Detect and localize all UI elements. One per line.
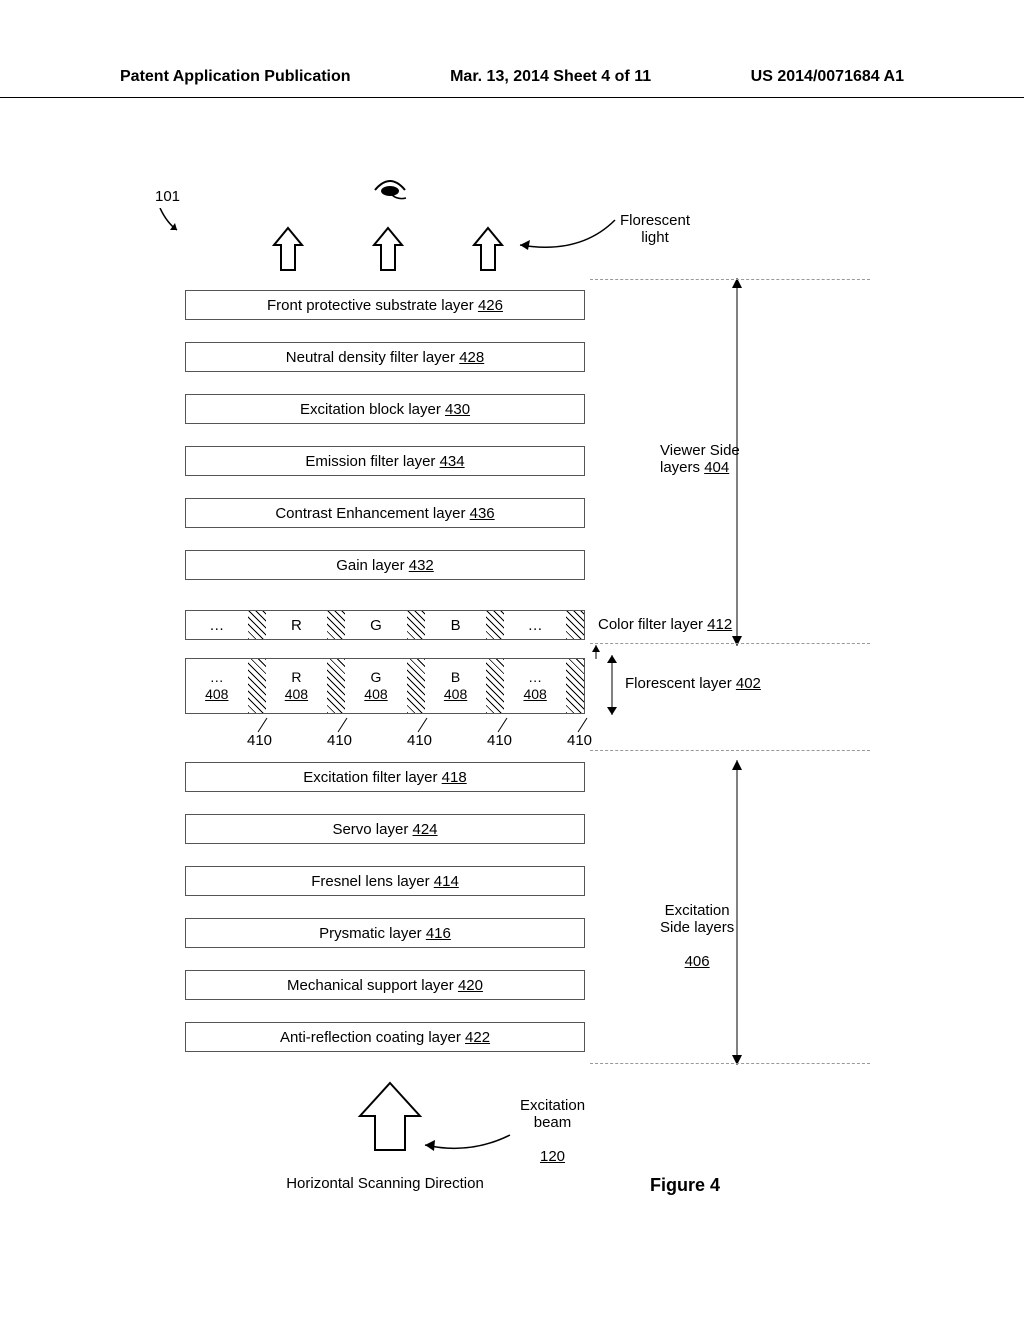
excitation-beam-text: Excitation beam — [520, 1097, 585, 1131]
light-block-region — [248, 611, 266, 639]
excitation-layer-box: Anti-reflection coating layer 422 — [185, 1022, 585, 1052]
excitation-layer-box: Servo layer 424 — [185, 814, 585, 844]
excitation-side-text: Excitation Side layers — [660, 902, 734, 936]
light-block-region — [407, 659, 425, 713]
up-arrow-1 — [270, 225, 306, 275]
viewer-side-num: 404 — [704, 459, 729, 476]
ref-410-leader — [575, 716, 595, 734]
light-block-region — [566, 659, 584, 713]
header-right: US 2014/0071684 A1 — [751, 68, 904, 97]
scan-direction-label: Horizontal Scanning Direction — [190, 1175, 580, 1199]
excitation-layer-box: Excitation filter layer 418 — [185, 762, 585, 792]
florescent-cell: R408 — [266, 659, 328, 713]
ref-410-leader — [335, 716, 355, 734]
layer-label: Anti-reflection coating layer 422 — [280, 1030, 490, 1045]
excitation-side-label: Excitation Side layers 406 — [660, 885, 734, 970]
color-filter-cell: B — [425, 611, 487, 639]
layer-label: Gain layer 432 — [336, 558, 434, 573]
layer-label: Contrast Enhancement layer 436 — [275, 506, 494, 521]
viewer-side-label: Viewer Side layers 404 — [660, 425, 740, 476]
excitation-beam-num: 120 — [540, 1148, 565, 1165]
up-arrow-2 — [370, 225, 406, 275]
figure-caption: Figure 4 — [650, 1175, 720, 1196]
layer-label: Servo layer 424 — [332, 822, 437, 837]
layer-label: Neutral density filter layer 428 — [286, 350, 484, 365]
excitation-layer-box: Fresnel lens layer 414 — [185, 866, 585, 896]
color-filter-cell: G — [345, 611, 407, 639]
florescent-num: 402 — [736, 675, 761, 692]
page-header: Patent Application Publication Mar. 13, … — [0, 68, 1024, 98]
scan-direction-text: Horizontal Scanning Direction — [282, 1175, 488, 1192]
up-arrow-3 — [470, 225, 506, 275]
sep-line-4 — [590, 1063, 870, 1064]
florescent-cell: G408 — [345, 659, 407, 713]
layer-label: Mechanical support layer 420 — [287, 978, 483, 993]
eye-icon — [370, 170, 410, 200]
light-block-region — [566, 611, 584, 639]
layer-label: Excitation filter layer 418 — [303, 770, 466, 785]
ref-410-leader — [415, 716, 435, 734]
ref-410-leader — [495, 716, 515, 734]
excitation-layer-box: Prysmatic layer 416 — [185, 918, 585, 948]
ref-410: 410 — [327, 732, 352, 749]
layer-label: Excitation block layer 430 — [300, 402, 470, 417]
layer-label: Emission filter layer 434 — [305, 454, 464, 469]
color-filter-cell: … — [186, 611, 248, 639]
florescent-cell: …408 — [504, 659, 566, 713]
ref-410: 410 — [567, 732, 592, 749]
florescent-light-text: Florescent light — [620, 212, 690, 246]
florescent-cell: B408 — [425, 659, 487, 713]
ref-101: 101 — [155, 188, 180, 205]
florescent-cell: …408 — [186, 659, 248, 713]
light-block-region — [486, 611, 504, 639]
color-filter-cell: … — [504, 611, 566, 639]
florescent-light-label: Florescent light — [620, 195, 690, 246]
viewer-layer-box: Front protective substrate layer 426 — [185, 290, 585, 320]
ref-410: 410 — [247, 732, 272, 749]
light-block-region — [327, 659, 345, 713]
color-filter-row: … RGB … — [185, 610, 585, 640]
sep-line-3 — [590, 750, 870, 751]
light-block-region — [486, 659, 504, 713]
ref-410: 410 — [407, 732, 432, 749]
figure-diagram: 101 Florescent light Front protective su… — [120, 170, 904, 1220]
light-block-region — [327, 611, 345, 639]
ref-410-leader — [255, 716, 275, 734]
header-center: Mar. 13, 2014 Sheet 4 of 11 — [450, 68, 651, 97]
florescent-row: …408 R408 G408 B408 …408 — [185, 658, 585, 714]
light-block-region — [407, 611, 425, 639]
layer-label: Fresnel lens layer 414 — [311, 874, 459, 889]
florescent-text: Florescent layer — [625, 675, 736, 692]
sep-line-1 — [590, 279, 870, 280]
viewer-layer-box: Gain layer 432 — [185, 550, 585, 580]
sep-line-2 — [590, 643, 870, 644]
excitation-beam-label: Excitation beam 120 — [520, 1080, 585, 1165]
florescent-label: Florescent layer 402 — [625, 675, 761, 692]
excitation-side-num: 406 — [685, 953, 710, 970]
ref-410: 410 — [487, 732, 512, 749]
ref-101-arrow — [155, 208, 185, 238]
viewer-layer-box: Contrast Enhancement layer 436 — [185, 498, 585, 528]
layer-label: Prysmatic layer 416 — [319, 926, 451, 941]
excitation-beam-arrow — [350, 1078, 430, 1158]
color-filter-cell: R — [266, 611, 328, 639]
excitation-layer-box: Mechanical support layer 420 — [185, 970, 585, 1000]
ref-101-num: 101 — [155, 188, 180, 205]
excitation-beam-leader — [420, 1130, 520, 1160]
florescent-range-arrow — [602, 655, 632, 720]
viewer-layer-box: Excitation block layer 430 — [185, 394, 585, 424]
viewer-layer-box: Neutral density filter layer 428 — [185, 342, 585, 372]
viewer-layer-box: Emission filter layer 434 — [185, 446, 585, 476]
header-left: Patent Application Publication — [120, 68, 351, 97]
florescent-light-leader — [510, 215, 630, 265]
layer-label: Front protective substrate layer 426 — [267, 298, 503, 313]
light-block-region — [248, 659, 266, 713]
